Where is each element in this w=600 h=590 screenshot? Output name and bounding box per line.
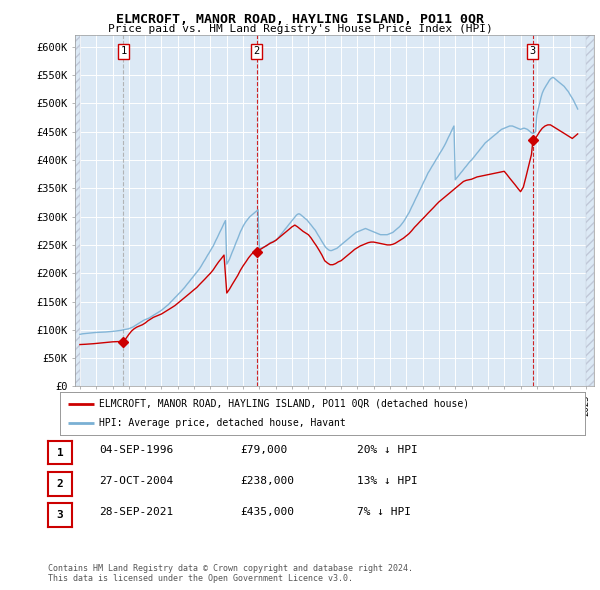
Text: 1: 1 <box>56 448 64 457</box>
Text: 04-SEP-1996: 04-SEP-1996 <box>99 445 173 454</box>
Text: 3: 3 <box>530 46 536 56</box>
Text: £79,000: £79,000 <box>240 445 287 454</box>
Bar <box>75 35 80 386</box>
Text: ELMCROFT, MANOR ROAD, HAYLING ISLAND, PO11 0QR: ELMCROFT, MANOR ROAD, HAYLING ISLAND, PO… <box>116 13 484 26</box>
Bar <box>586 35 594 386</box>
Text: ELMCROFT, MANOR ROAD, HAYLING ISLAND, PO11 0QR (detached house): ELMCROFT, MANOR ROAD, HAYLING ISLAND, PO… <box>100 399 470 409</box>
Text: 1: 1 <box>121 46 127 56</box>
Text: 13% ↓ HPI: 13% ↓ HPI <box>357 476 418 486</box>
Text: 2: 2 <box>56 479 64 489</box>
Text: 2: 2 <box>254 46 260 56</box>
Text: 20% ↓ HPI: 20% ↓ HPI <box>357 445 418 454</box>
Text: Contains HM Land Registry data © Crown copyright and database right 2024.
This d: Contains HM Land Registry data © Crown c… <box>48 563 413 583</box>
Text: 27-OCT-2004: 27-OCT-2004 <box>99 476 173 486</box>
Text: 28-SEP-2021: 28-SEP-2021 <box>99 507 173 517</box>
Text: Price paid vs. HM Land Registry's House Price Index (HPI): Price paid vs. HM Land Registry's House … <box>107 24 493 34</box>
Text: 7% ↓ HPI: 7% ↓ HPI <box>357 507 411 517</box>
Text: £435,000: £435,000 <box>240 507 294 517</box>
Text: HPI: Average price, detached house, Havant: HPI: Average price, detached house, Hava… <box>100 418 346 428</box>
Text: £238,000: £238,000 <box>240 476 294 486</box>
Text: 3: 3 <box>56 510 64 520</box>
